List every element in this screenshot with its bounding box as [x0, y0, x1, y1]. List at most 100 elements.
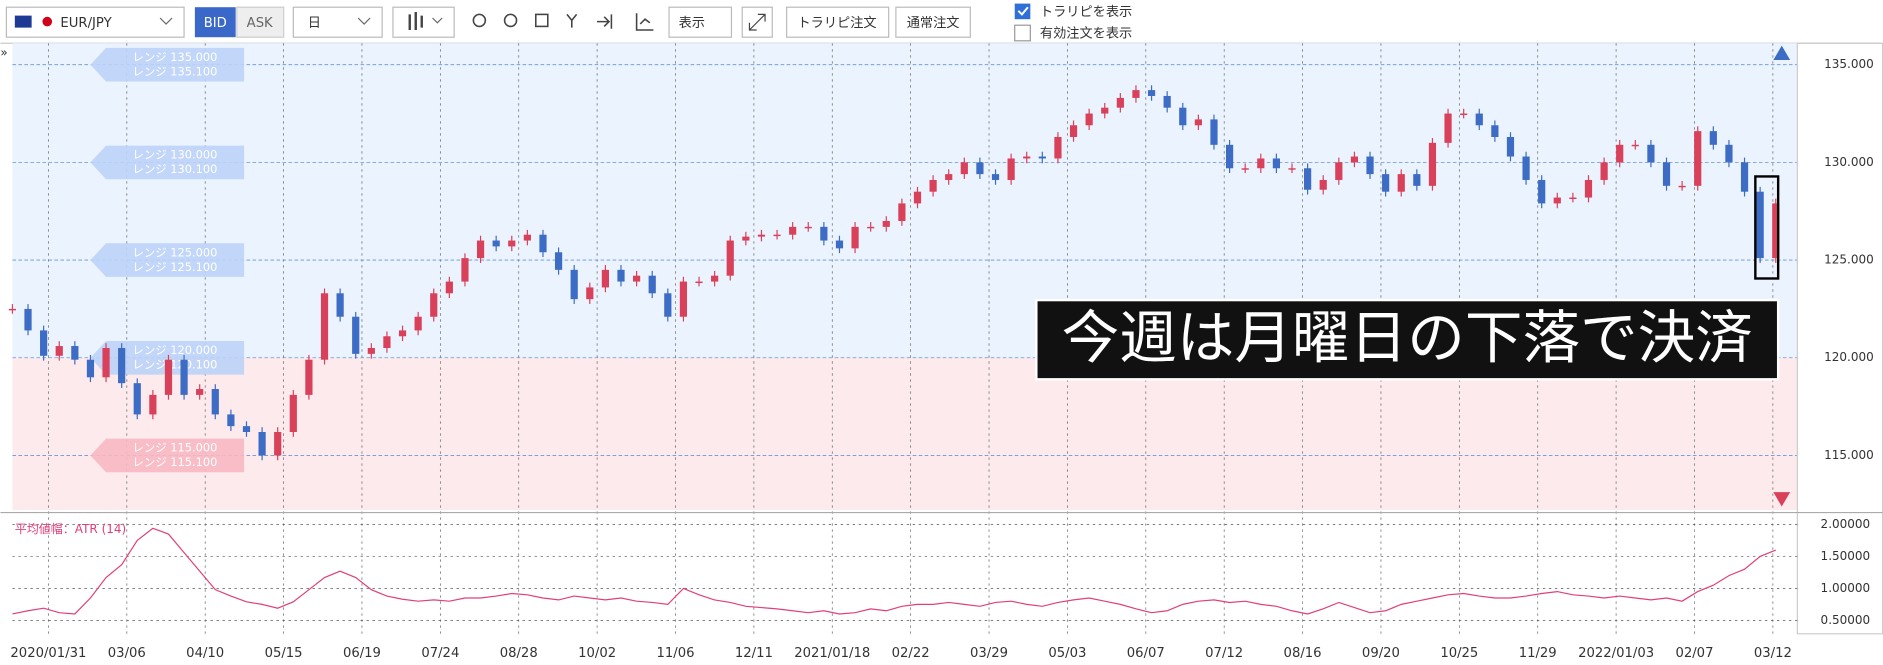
candle	[523, 234, 531, 241]
y-tick-label: 0.50000	[1821, 613, 1871, 627]
chevron	[357, 17, 371, 25]
candle	[430, 293, 438, 317]
x-tick-label: 11/06	[656, 646, 694, 661]
x-tick-label: 2021/01/18	[794, 646, 870, 661]
x-tick-label: 05/15	[265, 646, 303, 661]
chart-type-select[interactable]	[392, 6, 455, 38]
x-tick-label: 12/11	[735, 646, 773, 661]
zoom-out[interactable]	[503, 13, 518, 28]
range-tag	[90, 340, 245, 375]
candle	[1116, 97, 1124, 108]
candle	[1506, 136, 1515, 157]
candle	[1054, 136, 1062, 159]
y-tick-label: 2.00000	[1821, 517, 1871, 531]
trarepi-order: トラリピ注文	[798, 15, 877, 31]
candle	[1538, 179, 1546, 204]
candle	[1569, 197, 1577, 199]
range-tag	[90, 145, 245, 180]
symbol-select[interactable]	[5, 6, 185, 38]
bid-button[interactable]	[194, 7, 236, 38]
range-label: レンジ 135.000	[132, 50, 217, 64]
candle	[1366, 156, 1374, 175]
candle	[1350, 156, 1359, 163]
candle	[274, 432, 282, 456]
candle	[757, 234, 766, 237]
candle	[1225, 144, 1234, 169]
candle	[71, 346, 79, 360]
x-tick-label: 08/16	[1284, 646, 1322, 661]
flag-jp	[42, 16, 53, 27]
x-tick-label: 10/02	[578, 646, 616, 661]
ask-button[interactable]	[236, 6, 285, 38]
candle	[118, 347, 126, 384]
x-tick-label: 02/07	[1675, 646, 1713, 661]
normal-order-button[interactable]	[895, 6, 971, 38]
collapse[interactable]: »	[0, 45, 7, 59]
candle	[383, 336, 391, 348]
candle	[601, 269, 609, 288]
scroll-down	[1773, 492, 1791, 507]
x-tick-label: 04/10	[186, 646, 224, 661]
candle	[149, 394, 157, 415]
candle	[726, 240, 734, 276]
range-label: レンジ 125.100	[132, 260, 217, 274]
atr-line	[12, 527, 1776, 615]
display-menu[interactable]	[668, 6, 733, 38]
candle	[1475, 113, 1483, 126]
bid-label: BID	[204, 16, 227, 31]
indicator[interactable]	[635, 13, 654, 31]
candle	[40, 330, 48, 356]
checkbox-checked[interactable]	[1014, 3, 1031, 20]
range-tag	[90, 243, 245, 277]
candle	[1444, 113, 1452, 143]
candle	[508, 240, 516, 247]
x-tick-label: 2022/01/03	[1578, 646, 1654, 661]
lock-y[interactable]	[566, 13, 578, 28]
y-tick-label: 130.000	[1824, 155, 1874, 169]
candle	[1382, 174, 1390, 192]
period: 日	[308, 16, 321, 31]
candle	[1319, 179, 1327, 190]
candle	[414, 316, 422, 331]
scroll-end[interactable]	[596, 14, 613, 29]
candle	[804, 226, 812, 229]
candle	[1491, 125, 1499, 137]
candle	[1023, 156, 1031, 159]
fit[interactable]	[534, 13, 549, 28]
y-tick-label: 1.50000	[1821, 549, 1871, 563]
zoom-in[interactable]	[472, 13, 487, 28]
x-tick-label: 05/03	[1048, 646, 1086, 661]
range-label: レンジ 120.100	[132, 357, 217, 371]
candle	[398, 330, 407, 337]
display: 表示	[679, 15, 705, 31]
candle	[945, 174, 953, 180]
show-active: 有効注文を表示	[1040, 26, 1132, 42]
period-select[interactable]	[292, 6, 383, 38]
candle	[1210, 119, 1218, 145]
candle	[1194, 119, 1202, 126]
candle	[336, 293, 344, 317]
candle	[1304, 168, 1312, 190]
candle	[8, 308, 17, 311]
candle	[133, 383, 141, 415]
checkbox[interactable]	[1014, 24, 1031, 42]
candle	[1725, 144, 1733, 163]
candle	[1007, 158, 1015, 180]
x-tick-label: 11/29	[1519, 646, 1557, 661]
candle	[476, 240, 485, 259]
candle	[227, 414, 235, 427]
candle	[1616, 144, 1624, 163]
y-tick-label: 120.000	[1824, 350, 1874, 364]
x-tick-label: 03/29	[970, 646, 1008, 661]
candle	[1600, 162, 1608, 180]
candle	[742, 236, 750, 241]
flag-eu	[14, 15, 32, 28]
candle	[867, 226, 875, 229]
trarepi-order-button[interactable]	[786, 6, 890, 38]
candle	[554, 252, 563, 270]
x-tick-label: 03/06	[108, 646, 146, 661]
range-label: レンジ 115.100	[132, 455, 217, 469]
candle	[1085, 113, 1093, 126]
candle	[913, 191, 922, 204]
